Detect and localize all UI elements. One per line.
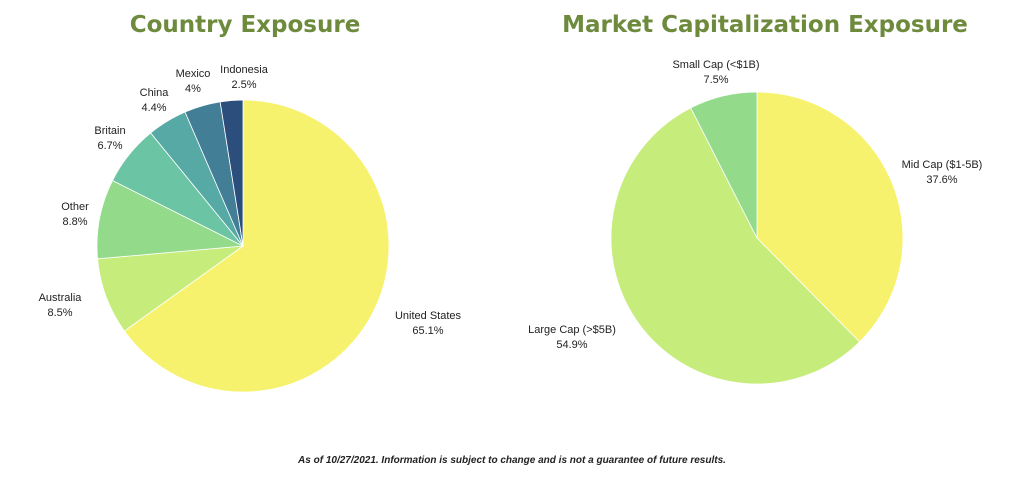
market-cap-label-small-cap-1b: Small Cap (<$1B) 7.5% (672, 59, 759, 86)
country-label-china: China 4.4% (140, 87, 170, 114)
market-cap-slice-small-cap-1b (690, 91, 758, 239)
market-cap-pie (610, 91, 904, 385)
country-slice-united-states (123, 99, 390, 393)
country-label-britain: Britain 6.7% (94, 125, 125, 152)
country-slice-other (96, 180, 245, 260)
country-slice-indonesia (219, 99, 244, 247)
country-label-australia: Australia 8.5% (39, 292, 83, 319)
market-cap-label-large-cap-5b: Large Cap (>$5B) 54.9% (528, 324, 616, 351)
country-label-indonesia: Indonesia 2.5% (220, 64, 269, 91)
country-exposure-title: Country Exposure (129, 12, 361, 38)
market-cap-slice-large-cap-5b (610, 107, 861, 385)
country-pie (96, 99, 390, 393)
footnote: As of 10/27/2021. Information is subject… (298, 455, 726, 466)
country-label-united-states: United States 65.1% (395, 310, 462, 337)
country-label-other: Other 8.8% (61, 201, 89, 228)
market-cap-exposure-title: Market Capitalization Exposure (562, 12, 968, 38)
market-cap-slice-mid-cap-1-5b (756, 91, 904, 343)
country-label-mexico: Mexico 4% (176, 68, 211, 95)
market-cap-label-mid-cap-1-5b: Mid Cap ($1-5B) 37.6% (902, 159, 983, 186)
